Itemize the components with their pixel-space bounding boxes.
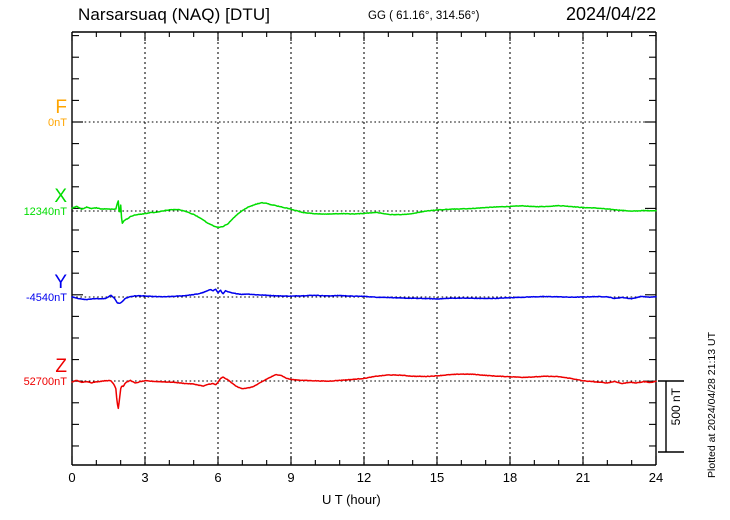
observation-date: 2024/04/22 bbox=[566, 4, 657, 24]
x-tick-label: 6 bbox=[214, 470, 222, 485]
x-tick-label: 21 bbox=[575, 470, 591, 485]
x-tick-label: 9 bbox=[287, 470, 295, 485]
component-baseline-z: 52700nT bbox=[23, 376, 67, 388]
component-label-f: F bbox=[55, 97, 67, 118]
component-label-y: Y bbox=[54, 272, 67, 293]
component-label-x: X bbox=[54, 186, 67, 207]
component-baseline-f: 0nT bbox=[48, 117, 67, 129]
scale-bar-label: 500 nT bbox=[669, 388, 683, 426]
scale-bar bbox=[658, 380, 684, 453]
component-baseline-y: -4540nT bbox=[26, 292, 67, 304]
x-tick-label: 15 bbox=[429, 470, 445, 485]
plotted-timestamp: Plotted at 2024/04/28 21:13 UT bbox=[706, 332, 718, 478]
x-tick-label: 12 bbox=[356, 470, 372, 485]
trace-x bbox=[71, 200, 657, 229]
trace-z bbox=[71, 373, 657, 410]
station-title: Narsarsuaq (NAQ) [DTU] bbox=[78, 5, 271, 24]
geographic-coordinates: GG ( 61.16°, 314.56°) bbox=[368, 10, 480, 22]
component-baseline-x: 12340nT bbox=[23, 206, 67, 218]
x-tick-label: 0 bbox=[68, 470, 76, 485]
component-label-z: Z bbox=[55, 356, 67, 377]
trace-y bbox=[71, 288, 657, 305]
x-axis-ticks bbox=[71, 32, 657, 465]
x-tick-label: 24 bbox=[648, 470, 664, 485]
x-tick-label: 3 bbox=[141, 470, 149, 485]
x-tick-label: 18 bbox=[502, 470, 518, 485]
vertical-gridlines bbox=[144, 32, 584, 465]
x-axis-title: U T (hour) bbox=[322, 492, 381, 507]
